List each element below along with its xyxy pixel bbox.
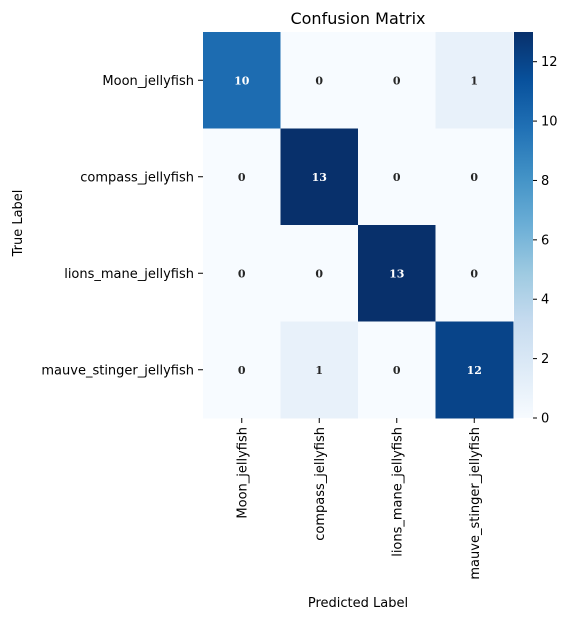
colorbar: 0 2 4 6 8 10 12 bbox=[514, 32, 558, 427]
cell-value-label: 13 bbox=[312, 171, 327, 184]
cell-value-label: 10 bbox=[234, 74, 250, 87]
y-tick-label: lions_mane_jellyfish bbox=[64, 267, 194, 282]
cell-value-label: 0 bbox=[238, 267, 246, 280]
cell-value-label: 0 bbox=[238, 364, 246, 377]
cell-value-label: 0 bbox=[470, 171, 478, 184]
heatmap-annotations: 10 0 0 10 13 0 00 0 13 00 1 0 12 bbox=[234, 74, 482, 377]
cell-value-label: 0 bbox=[393, 171, 401, 184]
heatmap-cell bbox=[435, 321, 514, 419]
y-axis-label: True Label bbox=[11, 190, 26, 258]
colorbar-tick-label: 2 bbox=[541, 352, 549, 367]
colorbar-tick-label: 6 bbox=[541, 233, 549, 248]
x-tick-label: Moon_jellyfish bbox=[235, 427, 250, 519]
heatmap-cell bbox=[435, 32, 514, 129]
heatmap-cell bbox=[280, 128, 359, 226]
heatmap-cell bbox=[203, 128, 281, 226]
colorbar-tick-label: 10 bbox=[541, 115, 558, 130]
x-axis-ticks: Moon_jellyfish compass_jellyfish lions_man… bbox=[235, 418, 483, 580]
x-tick-label: mauve_stinger_jellyfish bbox=[468, 427, 483, 580]
cell-value-label: 1 bbox=[315, 364, 323, 377]
cell-value-label: 0 bbox=[393, 74, 401, 87]
heatmap-cell bbox=[435, 128, 514, 226]
colorbar-tick-label: 8 bbox=[541, 174, 549, 189]
heatmap-cell bbox=[280, 32, 359, 129]
heatmap-cell bbox=[358, 321, 436, 419]
heatmap-grid bbox=[203, 32, 514, 419]
x-axis-label: Predicted Label bbox=[308, 596, 408, 611]
y-axis-ticks: Moon_jellyfish compass_jellyfish lions_man… bbox=[41, 74, 203, 378]
heatmap-cell bbox=[358, 225, 436, 322]
cell-value-label: 0 bbox=[315, 267, 323, 280]
cell-value-label: 1 bbox=[470, 74, 478, 87]
cell-value-label: 0 bbox=[315, 74, 323, 87]
heatmap-cell bbox=[203, 225, 281, 322]
heatmap-cell bbox=[358, 32, 436, 129]
colorbar-tick-label: 12 bbox=[541, 55, 558, 70]
colorbar-gradient bbox=[514, 32, 533, 418]
cell-value-label: 0 bbox=[238, 171, 246, 184]
x-tick-label: compass_jellyfish bbox=[313, 427, 328, 541]
colorbar-tick-label: 4 bbox=[541, 293, 549, 308]
y-tick-label: Moon_jellyfish bbox=[102, 74, 194, 89]
cell-value-label: 13 bbox=[389, 267, 404, 280]
heatmap-cell bbox=[280, 225, 359, 322]
y-tick-label: mauve_stinger_jellyfish bbox=[41, 363, 194, 378]
cell-value-label: 12 bbox=[467, 364, 482, 377]
y-tick-label: compass_jellyfish bbox=[80, 170, 194, 185]
cell-value-label: 0 bbox=[393, 364, 401, 377]
heatmap-cell bbox=[435, 225, 514, 322]
chart-title: Confusion Matrix bbox=[290, 9, 425, 28]
heatmap-cell bbox=[280, 321, 359, 419]
heatmap-cell bbox=[203, 32, 281, 129]
heatmap-cell bbox=[358, 128, 436, 226]
colorbar-tick-label: 0 bbox=[541, 412, 549, 427]
x-tick-label: lions_mane_jellyfish bbox=[390, 427, 405, 557]
heatmap-cell bbox=[203, 321, 281, 419]
cell-value-label: 0 bbox=[470, 267, 478, 280]
